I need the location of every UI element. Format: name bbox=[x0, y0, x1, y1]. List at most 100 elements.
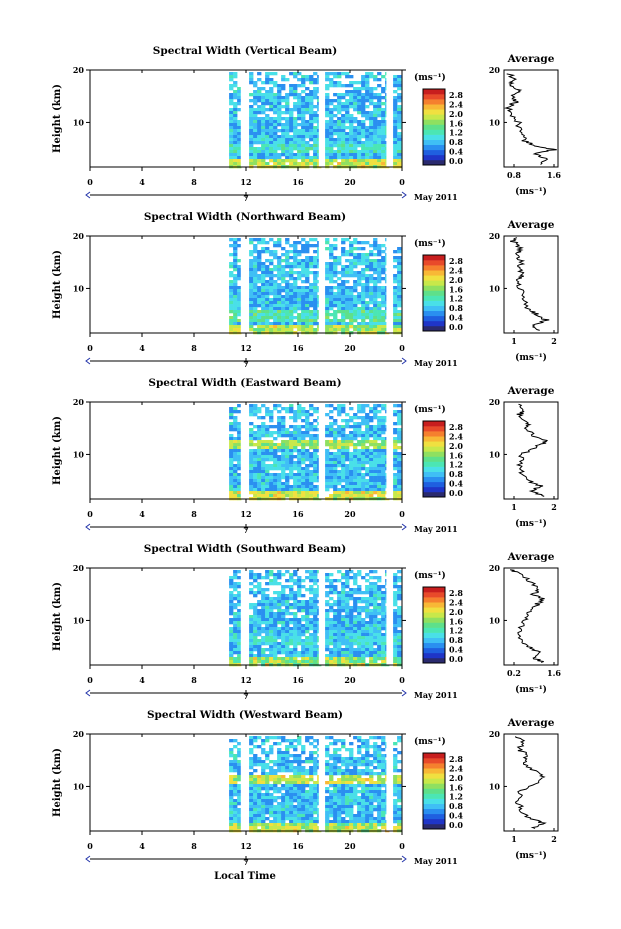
heatmap-cell bbox=[265, 102, 270, 106]
heatmap-cell bbox=[233, 162, 238, 166]
heatmap-cell bbox=[249, 820, 254, 824]
heatmap-cell bbox=[257, 476, 262, 480]
heatmap-cell bbox=[357, 627, 362, 631]
heatmap-cell bbox=[285, 784, 290, 788]
heatmap-cell bbox=[229, 651, 234, 655]
heatmap-cell bbox=[361, 627, 366, 631]
heatmap-cell bbox=[277, 802, 282, 806]
heatmap-cell bbox=[297, 135, 302, 139]
heatmap-cell bbox=[309, 808, 314, 812]
heatmap-cell bbox=[277, 419, 282, 423]
heatmap-cell bbox=[277, 274, 282, 278]
heatmap-cell bbox=[377, 479, 382, 483]
heatmap-cell bbox=[261, 81, 266, 85]
heatmap-cell bbox=[301, 811, 306, 815]
heatmap-cell bbox=[233, 485, 238, 489]
heatmap-cell bbox=[393, 108, 398, 112]
heatmap-cell bbox=[361, 449, 366, 453]
average-unit: (ms⁻¹) bbox=[515, 518, 547, 529]
heatmap-cell bbox=[233, 316, 238, 320]
heatmap-cell bbox=[353, 579, 358, 583]
heatmap-cell bbox=[341, 657, 346, 661]
heatmap-cell bbox=[237, 452, 242, 456]
heatmap-cell bbox=[269, 642, 274, 646]
heatmap-cell bbox=[277, 96, 282, 100]
heatmap-cell bbox=[361, 633, 366, 637]
heatmap-cell bbox=[237, 259, 242, 263]
heatmap-cell bbox=[249, 307, 254, 311]
heatmap-cell bbox=[373, 253, 378, 257]
heatmap-cell bbox=[341, 449, 346, 453]
heatmap-cell bbox=[361, 241, 366, 245]
heatmap-cell bbox=[261, 603, 266, 607]
colorbar-tick-label: 2.8 bbox=[449, 256, 463, 266]
heatmap-cell bbox=[253, 328, 258, 332]
heatmap-cell bbox=[281, 573, 286, 577]
heatmap-cell bbox=[237, 410, 242, 414]
heatmap-cell bbox=[293, 105, 298, 109]
heatmap-cell bbox=[237, 422, 242, 426]
heatmap-cell bbox=[333, 491, 338, 495]
heatmap-cell bbox=[329, 250, 334, 254]
heatmap-cell bbox=[273, 639, 278, 643]
heatmap-cell bbox=[353, 99, 358, 103]
heatmap-cell bbox=[369, 307, 374, 311]
x-tick-label: 16 bbox=[292, 343, 304, 353]
heatmap-cell bbox=[249, 793, 254, 797]
heatmap-cell bbox=[285, 657, 290, 661]
heatmap-cell bbox=[305, 410, 310, 414]
heatmap-cell bbox=[233, 476, 238, 480]
heatmap-cell bbox=[305, 78, 310, 82]
colorbar-segment bbox=[423, 89, 445, 95]
heatmap-cell bbox=[349, 594, 354, 598]
heatmap-cell bbox=[237, 814, 242, 818]
heatmap-cell bbox=[313, 286, 318, 290]
heatmap-cell bbox=[249, 111, 254, 115]
heatmap-cell bbox=[305, 739, 310, 743]
heatmap-cell bbox=[285, 787, 290, 791]
heatmap-cell bbox=[369, 467, 374, 471]
heatmap-cell bbox=[257, 660, 262, 664]
heatmap-cell bbox=[329, 784, 334, 788]
heatmap-cell bbox=[265, 639, 270, 643]
heatmap-cell bbox=[249, 467, 254, 471]
heatmap-cell bbox=[249, 129, 254, 133]
heatmap-cell bbox=[373, 325, 378, 329]
heatmap-cell bbox=[273, 633, 278, 637]
heatmap-cell bbox=[381, 479, 386, 483]
colorbar-tick-label: 2.4 bbox=[449, 265, 463, 275]
heatmap-cell bbox=[373, 87, 378, 91]
heatmap-cell bbox=[273, 102, 278, 106]
heatmap-cell bbox=[397, 262, 402, 266]
heatmap-cell bbox=[397, 648, 402, 652]
heatmap-cell bbox=[397, 304, 402, 308]
heatmap-cell bbox=[345, 455, 350, 459]
heatmap-cell bbox=[301, 470, 306, 474]
heatmap-cell bbox=[337, 310, 342, 314]
heatmap-cell bbox=[341, 292, 346, 296]
heatmap-cell bbox=[313, 87, 318, 91]
heatmap-cell bbox=[257, 452, 262, 456]
heatmap-cell bbox=[361, 153, 366, 157]
avg-x-tick-label: 0.2 bbox=[507, 668, 521, 678]
heatmap-cell bbox=[349, 259, 354, 263]
heatmap-cell bbox=[257, 757, 262, 761]
heatmap-cell bbox=[233, 280, 238, 284]
heatmap-cell bbox=[285, 488, 290, 492]
heatmap-cell bbox=[229, 796, 234, 800]
heatmap-cell bbox=[365, 274, 370, 278]
heatmap-cell bbox=[305, 322, 310, 326]
heatmap-cell bbox=[365, 437, 370, 441]
heatmap-cell bbox=[309, 642, 314, 646]
heatmap-cell bbox=[357, 485, 362, 489]
heatmap-cell bbox=[345, 250, 350, 254]
heatmap-cell bbox=[237, 108, 242, 112]
heatmap-cell bbox=[293, 428, 298, 432]
heatmap-cell bbox=[397, 579, 402, 583]
heatmap-cell bbox=[249, 814, 254, 818]
heatmap-cell bbox=[349, 241, 354, 245]
heatmap-cell bbox=[233, 817, 238, 821]
heatmap-cell bbox=[293, 446, 298, 450]
heatmap-cell bbox=[341, 654, 346, 658]
heatmap-cell bbox=[289, 256, 294, 260]
